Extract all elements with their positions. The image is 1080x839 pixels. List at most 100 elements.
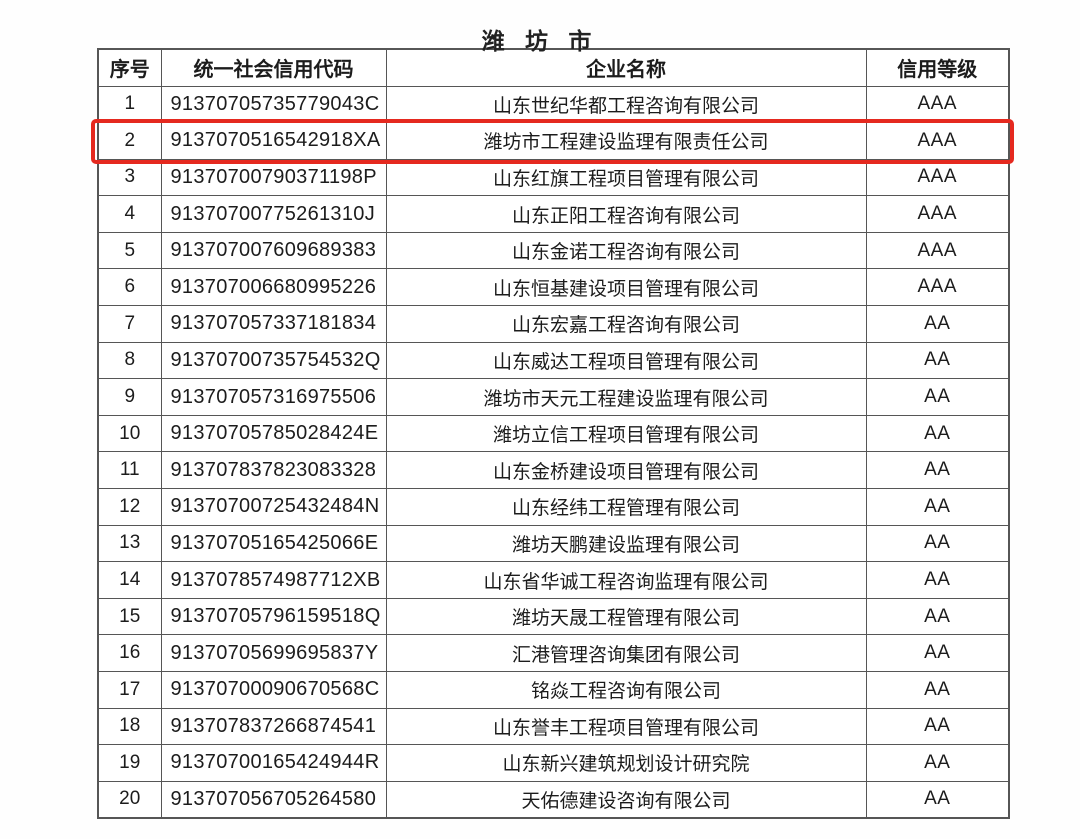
- row-number: 13: [97, 524, 162, 563]
- credit-rating: AAA: [865, 268, 1010, 307]
- company-name: 山东经纬工程管理有限公司: [385, 488, 867, 526]
- credit-code: 91370700790371198P: [160, 158, 387, 197]
- company-name: 铭焱工程咨询有限公司: [385, 671, 867, 709]
- row-number: 5: [97, 231, 162, 270]
- credit-code: 9137070516542918XA: [160, 122, 387, 160]
- table-row: 19 91370700165424944R 山东新兴建筑规划设计研究院 AA: [97, 744, 1010, 782]
- row-number: 15: [97, 597, 162, 636]
- credit-rating: AA: [865, 707, 1010, 746]
- table-row: 10 91370705785028424E 潍坊立信工程项目管理有限公司 AA: [97, 414, 1010, 453]
- credit-code: 91370705165425066E: [160, 524, 387, 563]
- row-number: 14: [97, 561, 162, 599]
- header-credit-code: 统一社会信用代码: [160, 48, 387, 87]
- company-name: 山东宏嘉工程咨询有限公司: [385, 305, 867, 343]
- table-row: 6 913707006680995226 山东恒基建设项目管理有限公司 AAA: [97, 268, 1010, 307]
- credit-code: 91370705699695837Y: [160, 634, 387, 672]
- row-number: 17: [97, 671, 162, 709]
- credit-rating: AA: [865, 634, 1010, 672]
- credit-rating: AA: [865, 488, 1010, 526]
- table-row: 1 91370705735779043C 山东世纪华都工程咨询有限公司 AAA: [97, 85, 1010, 124]
- header-company-name: 企业名称: [385, 48, 867, 87]
- credit-rating: AAA: [865, 231, 1010, 270]
- credit-code: 91370700725432484N: [160, 488, 387, 526]
- row-number: 7: [97, 305, 162, 343]
- table-row: 20 913707056705264580 天佑德建设咨询有限公司 AA: [97, 780, 1010, 819]
- credit-rating: AA: [865, 671, 1010, 709]
- credit-code: 913707837823083328: [160, 451, 387, 490]
- credit-rating: AA: [865, 414, 1010, 453]
- table-row: 5 913707007609689383 山东金诺工程咨询有限公司 AAA: [97, 231, 1010, 270]
- credit-code: 913707057337181834: [160, 305, 387, 343]
- company-name: 潍坊天鹏建设监理有限公司: [385, 524, 867, 563]
- company-name: 山东新兴建筑规划设计研究院: [385, 744, 867, 782]
- credit-rating-table: 序号 统一社会信用代码 企业名称 信用等级 1 9137070573577904…: [97, 48, 1010, 819]
- credit-code: 91370700775261310J: [160, 195, 387, 233]
- company-name: 山东金诺工程咨询有限公司: [385, 231, 867, 270]
- table-row: 8 91370700735754532Q 山东威达工程项目管理有限公司 AA: [97, 341, 1010, 380]
- table-row: 11 913707837823083328 山东金桥建设项目管理有限公司 AA: [97, 451, 1010, 490]
- credit-code: 913707056705264580: [160, 780, 387, 819]
- row-number: 20: [97, 780, 162, 819]
- credit-code: 913707007609689383: [160, 231, 387, 270]
- table-row: 15 91370705796159518Q 潍坊天晟工程管理有限公司 AA: [97, 597, 1010, 636]
- company-name: 潍坊天晟工程管理有限公司: [385, 597, 867, 636]
- credit-code: 91370700165424944R: [160, 744, 387, 782]
- company-name: 山东金桥建设项目管理有限公司: [385, 451, 867, 490]
- table-row: 3 91370700790371198P 山东红旗工程项目管理有限公司 AAA: [97, 158, 1010, 197]
- table-row: 9 913707057316975506 潍坊市天元工程建设监理有限公司 AA: [97, 378, 1010, 416]
- credit-code: 91370700090670568C: [160, 671, 387, 709]
- company-name: 天佑德建设咨询有限公司: [385, 780, 867, 819]
- credit-rating: AA: [865, 524, 1010, 563]
- credit-rating: AA: [865, 561, 1010, 599]
- row-number: 4: [97, 195, 162, 233]
- credit-code: 91370705735779043C: [160, 85, 387, 124]
- company-name: 山东威达工程项目管理有限公司: [385, 341, 867, 380]
- credit-rating: AAA: [865, 85, 1010, 124]
- table-row: 13 91370705165425066E 潍坊天鹏建设监理有限公司 AA: [97, 524, 1010, 563]
- row-number: 18: [97, 707, 162, 746]
- table-body: 1 91370705735779043C 山东世纪华都工程咨询有限公司 AAA …: [97, 85, 1010, 819]
- company-name: 潍坊立信工程项目管理有限公司: [385, 414, 867, 453]
- row-number: 10: [97, 414, 162, 453]
- table-row: 12 91370700725432484N 山东经纬工程管理有限公司 AA: [97, 488, 1010, 526]
- credit-rating: AA: [865, 378, 1010, 416]
- row-number: 1: [97, 85, 162, 124]
- row-number: 12: [97, 488, 162, 526]
- company-name: 山东正阳工程咨询有限公司: [385, 195, 867, 233]
- company-name: 潍坊市天元工程建设监理有限公司: [385, 378, 867, 416]
- header-credit-rating: 信用等级: [865, 48, 1010, 87]
- credit-rating: AA: [865, 744, 1010, 782]
- row-number: 19: [97, 744, 162, 782]
- row-number: 16: [97, 634, 162, 672]
- credit-code: 91370705785028424E: [160, 414, 387, 453]
- credit-code: 913707837266874541: [160, 707, 387, 746]
- table-row: 4 91370700775261310J 山东正阳工程咨询有限公司 AAA: [97, 195, 1010, 233]
- credit-rating: AA: [865, 341, 1010, 380]
- page-title: 潍 坊 市: [481, 28, 599, 54]
- header-row: 序号 统一社会信用代码 企业名称 信用等级: [97, 48, 1010, 87]
- credit-code: 9137078574987712XB: [160, 561, 387, 599]
- row-number: 8: [97, 341, 162, 380]
- table-row: 17 91370700090670568C 铭焱工程咨询有限公司 AA: [97, 671, 1010, 709]
- credit-code: 91370700735754532Q: [160, 341, 387, 380]
- header-serial-number: 序号: [97, 48, 162, 87]
- table-row: 2 9137070516542918XA 潍坊市工程建设监理有限责任公司 AAA: [97, 122, 1010, 160]
- company-name: 山东誉丰工程项目管理有限公司: [385, 707, 867, 746]
- company-name: 山东恒基建设项目管理有限公司: [385, 268, 867, 307]
- company-name: 山东省华诚工程咨询监理有限公司: [385, 561, 867, 599]
- credit-rating: AAA: [865, 158, 1010, 197]
- row-number: 3: [97, 158, 162, 197]
- credit-rating: AA: [865, 780, 1010, 819]
- company-name: 汇港管理咨询集团有限公司: [385, 634, 867, 672]
- table-row: 18 913707837266874541 山东誉丰工程项目管理有限公司 AA: [97, 707, 1010, 746]
- row-number: 6: [97, 268, 162, 307]
- credit-code: 91370705796159518Q: [160, 597, 387, 636]
- company-name: 山东红旗工程项目管理有限公司: [385, 158, 867, 197]
- credit-code: 913707006680995226: [160, 268, 387, 307]
- credit-rating: AA: [865, 597, 1010, 636]
- row-number: 2: [97, 122, 162, 160]
- table-row: 7 913707057337181834 山东宏嘉工程咨询有限公司 AA: [97, 305, 1010, 343]
- credit-rating: AAA: [865, 122, 1010, 160]
- company-name: 潍坊市工程建设监理有限责任公司: [385, 122, 867, 160]
